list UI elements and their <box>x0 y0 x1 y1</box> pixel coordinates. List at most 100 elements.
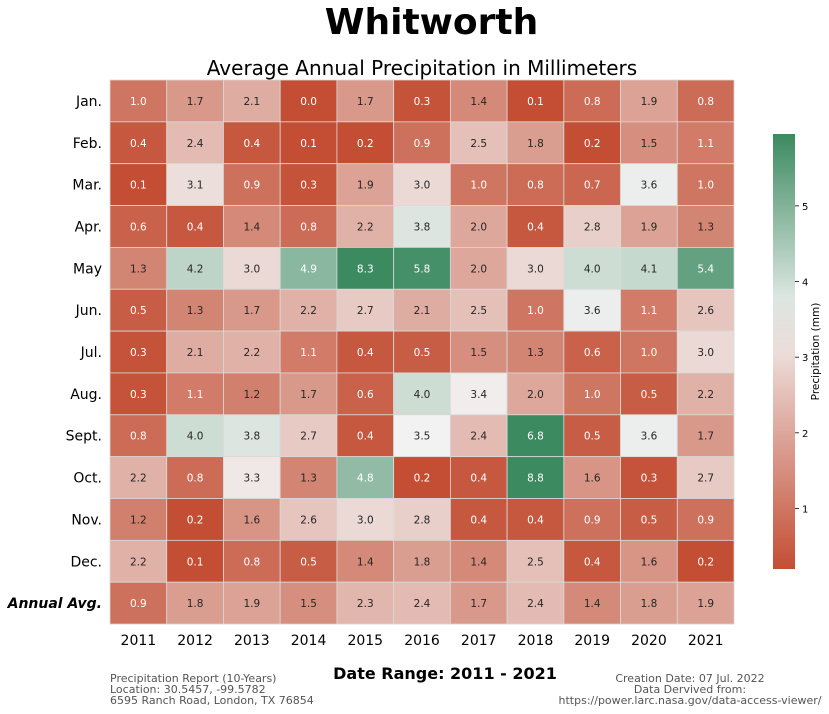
cell-value-label: 0.6 <box>130 221 147 233</box>
colorbar-tick-label: 5 <box>802 202 808 213</box>
cell-value-label: 4.8 <box>357 473 374 485</box>
heatmap-cell <box>166 163 224 206</box>
heatmap-cell <box>676 414 735 458</box>
heatmap-cell <box>109 246 168 290</box>
cell-value-label: 2.4 <box>527 598 544 610</box>
heatmap-cell <box>223 205 281 248</box>
heatmap-cell <box>506 79 565 123</box>
heatmap-cell <box>336 163 395 206</box>
heatmap-cell <box>223 498 281 541</box>
row-label: Annual Avg. <box>7 596 102 612</box>
heatmap-cell <box>279 539 338 583</box>
cell-value-label: 1.0 <box>527 305 544 317</box>
heatmap-cell <box>393 121 451 165</box>
report-info-line: Location: 30.5457, -99.5782 <box>110 683 266 696</box>
cell-value-label: 1.0 <box>470 180 487 192</box>
cell-value-label: 0.8 <box>527 180 544 192</box>
cell-value-label: 0.6 <box>357 389 374 401</box>
row-label: Nov. <box>71 512 102 528</box>
cell-value-label: 1.9 <box>641 221 658 233</box>
heatmap-cell <box>279 372 338 416</box>
cell-value-label: 3.0 <box>697 347 714 359</box>
cell-value-label: 0.6 <box>584 347 601 359</box>
heatmap-cell <box>223 288 281 332</box>
cell-value-label: 1.5 <box>300 598 317 610</box>
column-label: 2016 <box>404 633 440 649</box>
column-label: 2011 <box>121 633 157 649</box>
cell-value-label: 0.4 <box>187 221 204 233</box>
cell-value-label: 4.0 <box>584 263 601 275</box>
cell-value-label: 0.2 <box>584 138 601 150</box>
heatmap-cell <box>449 79 508 123</box>
cell-value-label: 1.0 <box>584 389 601 401</box>
heatmap-cell <box>279 79 338 123</box>
row-label: Jun. <box>75 303 102 319</box>
cell-value-label: 1.0 <box>697 180 714 192</box>
cell-value-label: 1.4 <box>470 96 487 108</box>
heatmap-cell <box>449 246 508 290</box>
heatmap-cell <box>676 498 735 541</box>
cell-value-label: 0.1 <box>130 180 147 192</box>
source-info-line: Data Dervived from: <box>633 683 747 696</box>
row-label: Dec. <box>70 554 102 570</box>
heatmap-cell <box>336 330 395 374</box>
heatmap-cell <box>563 205 621 248</box>
report-info: Precipitation Report (10-Years) Location… <box>110 673 314 706</box>
heatmap-cell <box>563 414 621 458</box>
cell-value-label: 3.6 <box>641 180 658 192</box>
cell-value-label: 0.5 <box>584 431 601 443</box>
heatmap-cell <box>676 163 735 206</box>
colorbar <box>773 134 795 569</box>
cell-value-label: 0.5 <box>300 556 317 568</box>
cell-value-label: 1.3 <box>130 263 147 275</box>
cell-value-label: 1.5 <box>470 347 487 359</box>
cell-value-label: 1.3 <box>697 221 714 233</box>
cell-value-label: 5.8 <box>414 263 431 275</box>
cell-value-label: 0.2 <box>414 473 431 485</box>
cell-value-label: 0.1 <box>187 556 204 568</box>
heatmap-cell <box>166 581 224 625</box>
heatmap-cell <box>393 79 451 123</box>
heatmap-cell <box>676 79 735 123</box>
column-label: 2018 <box>518 633 554 649</box>
heatmap-cell <box>393 288 451 332</box>
cell-value-label: 0.4 <box>357 347 374 359</box>
cell-value-label: 4.0 <box>414 389 431 401</box>
cell-value-label: 0.7 <box>584 180 601 192</box>
cell-value-label: 0.4 <box>357 431 374 443</box>
cell-value-label: 1.8 <box>414 556 431 568</box>
cell-value-label: 2.8 <box>414 514 431 526</box>
cell-value-label: 2.5 <box>527 556 544 568</box>
cell-value-label: 1.7 <box>697 431 714 443</box>
heatmap-cell <box>393 163 451 206</box>
heatmap-cell <box>166 121 224 165</box>
cell-value-label: 1.2 <box>130 514 147 526</box>
cell-value-label: 1.6 <box>641 556 658 568</box>
cell-value-label: 2.4 <box>187 138 204 150</box>
cell-value-label: 0.9 <box>414 138 431 150</box>
cell-value-label: 1.1 <box>641 305 658 317</box>
heatmap-cell <box>223 581 281 625</box>
heatmap-cell <box>336 79 395 123</box>
cell-value-label: 8.3 <box>357 263 374 275</box>
cell-value-label: 0.2 <box>187 514 204 526</box>
cell-value-label: 2.0 <box>527 389 544 401</box>
cell-value-label: 3.5 <box>414 431 431 443</box>
cell-value-label: 0.9 <box>697 514 714 526</box>
heatmap-cell <box>676 330 735 374</box>
cell-value-label: 0.5 <box>130 305 147 317</box>
heatmap-cell <box>336 498 395 541</box>
heatmap-cell <box>109 581 168 625</box>
heatmap-cell <box>166 288 224 332</box>
heatmap-cell <box>506 205 565 248</box>
heatmap-cell <box>676 121 735 165</box>
heatmap-cell <box>620 581 678 625</box>
cell-value-label: 1.8 <box>641 598 658 610</box>
cell-value-label: 2.5 <box>470 138 487 150</box>
heatmap-cell <box>449 372 508 416</box>
cell-value-label: 0.4 <box>130 138 147 150</box>
source-info-line: https://power.larc.nasa.gov/data-access-… <box>558 694 822 707</box>
cell-value-label: 2.4 <box>470 431 487 443</box>
heatmap-cell <box>506 288 565 332</box>
column-label: 2015 <box>347 633 383 649</box>
